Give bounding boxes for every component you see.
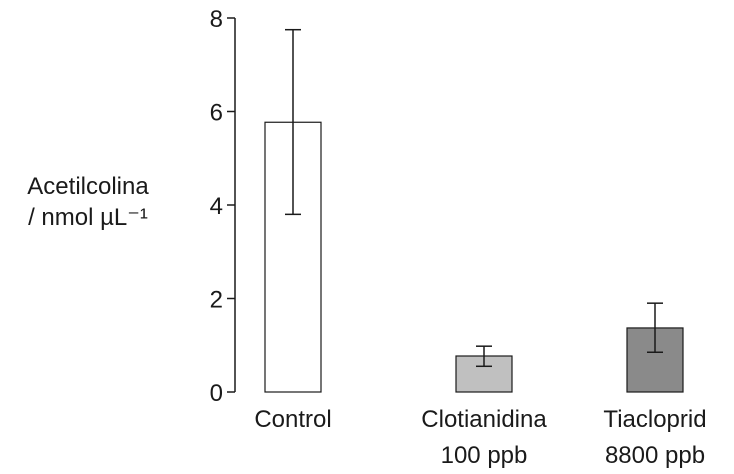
- x-category-label-1-line-1: Control: [254, 406, 331, 433]
- y-tick-label-6: 6: [210, 100, 223, 127]
- y-axis-label-line-1: Acetilcolina: [27, 173, 149, 200]
- y-axis-label: Acetilcolina / nmol µL⁻¹: [27, 173, 149, 231]
- y-tick-label-8: 8: [210, 6, 223, 33]
- x-axis-labels: Control Clotianidina 100 ppb Tiacloprid 8800…: [254, 406, 706, 469]
- bars: [264, 121, 684, 393]
- x-category-label-2-line-2: 100 ppb: [441, 442, 528, 469]
- x-category-label-3-line-2: 8800 ppb: [605, 442, 705, 469]
- y-axis-label-line-2: / nmol µL⁻¹: [28, 204, 148, 231]
- x-category-label-3-line-1: Tiacloprid: [603, 406, 706, 433]
- y-axis: 0 2 4 6 8: [210, 6, 236, 407]
- y-tick-label-2: 2: [210, 287, 223, 314]
- y-tick-label-4: 4: [210, 193, 223, 220]
- error-bars: [285, 28, 663, 368]
- x-category-label-2-line-1: Clotianidina: [421, 406, 547, 433]
- y-tick-label-0: 0: [210, 380, 223, 407]
